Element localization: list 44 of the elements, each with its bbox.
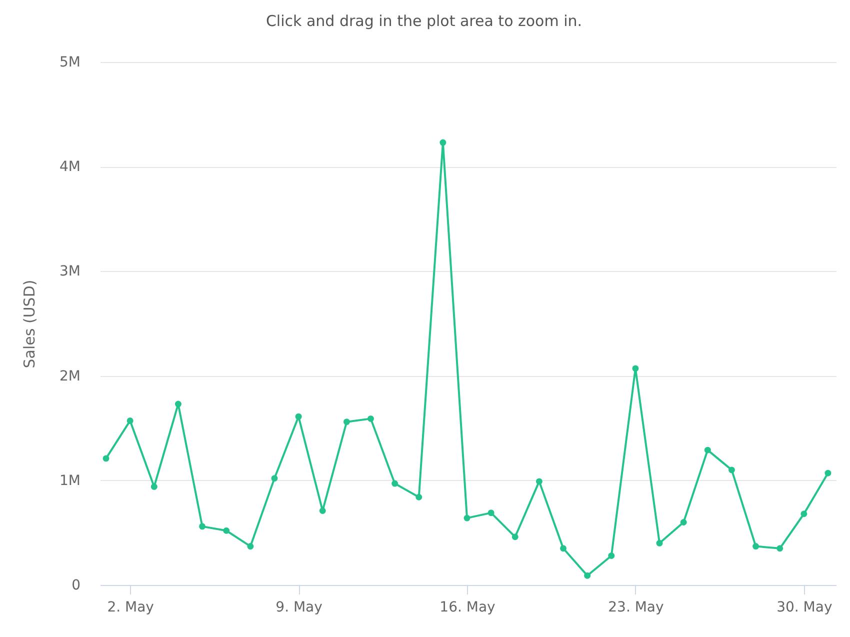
point [776, 545, 784, 552]
y-axis-title: Sales (USD) [20, 280, 39, 368]
point [247, 543, 254, 550]
point [632, 365, 639, 372]
x-tick-label: 23. May [608, 600, 664, 616]
point [608, 552, 615, 559]
y-tick-label: 0 [72, 578, 80, 594]
point [416, 494, 422, 500]
point [440, 139, 446, 146]
point [150, 483, 158, 490]
point [656, 540, 663, 546]
point [126, 418, 134, 424]
point [174, 400, 182, 408]
y-tick-label: 2M [60, 368, 80, 384]
point [464, 514, 470, 522]
chart-title: Click and drag in the plot area to zoom in. [266, 12, 582, 30]
x-tick-label: 9. May [276, 600, 322, 616]
x-tick-label: 2. May [107, 600, 154, 616]
point [271, 475, 278, 482]
point [584, 572, 591, 579]
y-tick-label: 5M [60, 54, 80, 70]
point [536, 478, 542, 485]
point [367, 415, 374, 422]
x-tick-label: 30. May [776, 600, 832, 616]
point [560, 545, 566, 552]
point [343, 418, 350, 426]
y-tick-label: 3M [60, 264, 80, 280]
point [488, 510, 494, 516]
point [680, 519, 687, 526]
x-tick-label: 16. May [440, 600, 496, 616]
point [392, 480, 398, 487]
point [102, 455, 110, 462]
point [800, 510, 808, 518]
point [752, 543, 760, 550]
point [824, 470, 832, 476]
point [199, 523, 206, 530]
y-tick-label: 1M [60, 472, 80, 489]
point [295, 413, 302, 420]
y-tick-label: 4M [60, 159, 80, 176]
point [704, 446, 711, 454]
point [319, 508, 326, 514]
point [223, 527, 230, 534]
point [512, 534, 518, 540]
point [728, 466, 735, 474]
